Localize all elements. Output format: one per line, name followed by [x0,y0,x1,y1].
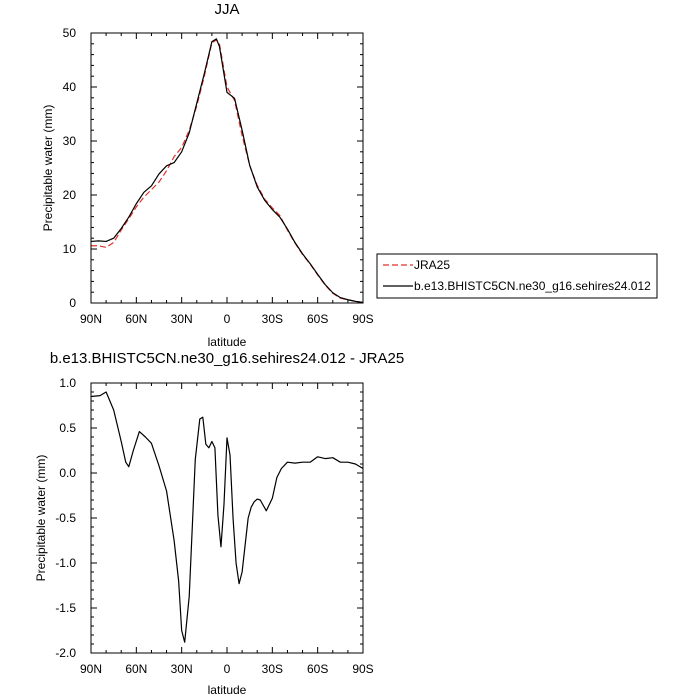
bottom-y-tick-label: 1.0 [59,376,76,390]
top-y-tick-label: 0 [69,296,76,310]
bottom-y-axis-label: Precipitable water (mm) [34,455,48,582]
top-y-tick-label: 30 [63,134,77,148]
top-x-tick-label: 60S [307,312,328,326]
bottom-x-axis-label: latitude [208,683,247,697]
legend-box [376,253,658,299]
bottom-x-tick-label: 60N [125,662,147,676]
bottom-y-tick-label: -0.5 [55,511,76,525]
bottom-x-tick-label: 60S [307,662,328,676]
top-y-axis-label: Precipitable water (mm) [41,105,55,232]
bottom-x-tick-label: 30N [171,662,193,676]
bottom-y-tick-label: -1.0 [55,556,76,570]
top-plot-frame [90,32,364,304]
bottom-y-tick-label: 0.0 [59,466,76,480]
bottom-x-tick-label: 30S [262,662,283,676]
bottom-chart-title: b.e13.BHISTC5CN.ne30_g16.sehires24.012 -… [50,350,404,367]
top-x-tick-label: 90N [80,312,102,326]
bottom-y-tick-label: 0.5 [59,421,76,435]
top-y-tick-label: 40 [63,80,77,94]
top-x-tick-label: 30N [171,312,193,326]
bottom-y-tick-label: -1.5 [55,601,76,615]
bottom-y-tick-label: -2.0 [55,646,76,660]
legend-label-jra25: JRA25 [414,258,450,272]
top-series-lines [90,38,364,304]
top-y-tick-label: 20 [63,188,77,202]
bottom-x-tick-label: 90S [352,662,373,676]
top-chart-title: JJA [214,1,239,18]
top-x-tick-label: 60N [125,312,147,326]
bottom-x-tick-label: 0 [224,662,231,676]
bottom-panel: b.e13.BHISTC5CN.ne30_g16.sehires24.012 -… [34,350,404,697]
top-y-tick-label: 50 [63,26,77,40]
top-panel: JJA 90N 60N 30N 0 30S 60S 90S 0 10 20 30 40 50 latit… [41,1,374,349]
legend-label-model: b.e13.BHISTC5CN.ne30_g16.sehires24.012 [414,279,651,293]
bottom-plot-frame [90,382,364,654]
bottom-x-tick-label: 90N [80,662,102,676]
top-x-tick-label: 30S [262,312,283,326]
top-x-tick-label: 90S [352,312,373,326]
bottom-series-line-0 [90,391,364,643]
top-y-tick-label: 10 [63,242,77,256]
legend: JRA25 b.e13.BHISTC5CN.ne30_g16.sehires24… [376,253,658,299]
top-series-line-1 [90,38,364,304]
top-axis-ticks: 90N 60N 30N 0 30S 60S 90S 0 10 20 30 40 50 [63,26,374,326]
top-x-axis-label: latitude [208,335,247,349]
bottom-series-lines [90,391,364,643]
top-x-tick-label: 0 [224,312,231,326]
